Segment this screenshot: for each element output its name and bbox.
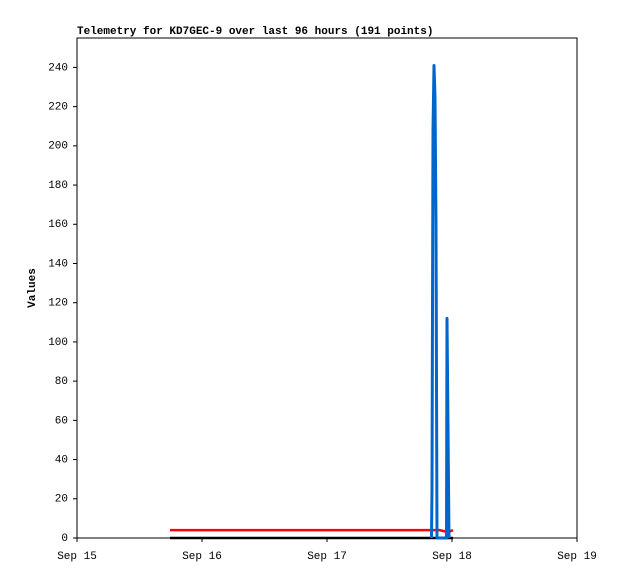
y-tick-label: 0 bbox=[61, 533, 68, 545]
y-tick-label: 60 bbox=[55, 415, 68, 427]
y-tick-label: 40 bbox=[55, 454, 68, 466]
y-tick-label: 200 bbox=[48, 141, 68, 153]
y-tick-label: 180 bbox=[48, 180, 68, 192]
series-line bbox=[170, 528, 454, 534]
x-tick-label: Sep 18 bbox=[432, 551, 472, 563]
y-tick-label: 220 bbox=[48, 102, 68, 114]
y-axis-label: Values bbox=[27, 268, 39, 308]
y-tick-label: 140 bbox=[48, 258, 68, 270]
x-tick-label: Sep 17 bbox=[307, 551, 347, 563]
y-tick-label: 80 bbox=[55, 376, 68, 388]
chart-title: Telemetry for KD7GEC-9 over last 96 hour… bbox=[77, 26, 433, 38]
y-tick-label: 160 bbox=[48, 219, 68, 231]
x-tick-label: Sep 19 bbox=[557, 551, 597, 563]
y-tick-label: 20 bbox=[55, 494, 68, 506]
y-tick-label: 240 bbox=[48, 62, 68, 74]
x-tick-label: Sep 15 bbox=[57, 551, 97, 563]
series-line bbox=[430, 63, 451, 540]
x-tick-label: Sep 16 bbox=[182, 551, 222, 563]
y-tick-label: 120 bbox=[48, 298, 68, 310]
y-tick-label: 100 bbox=[48, 337, 68, 349]
plot-frame bbox=[76, 37, 578, 539]
